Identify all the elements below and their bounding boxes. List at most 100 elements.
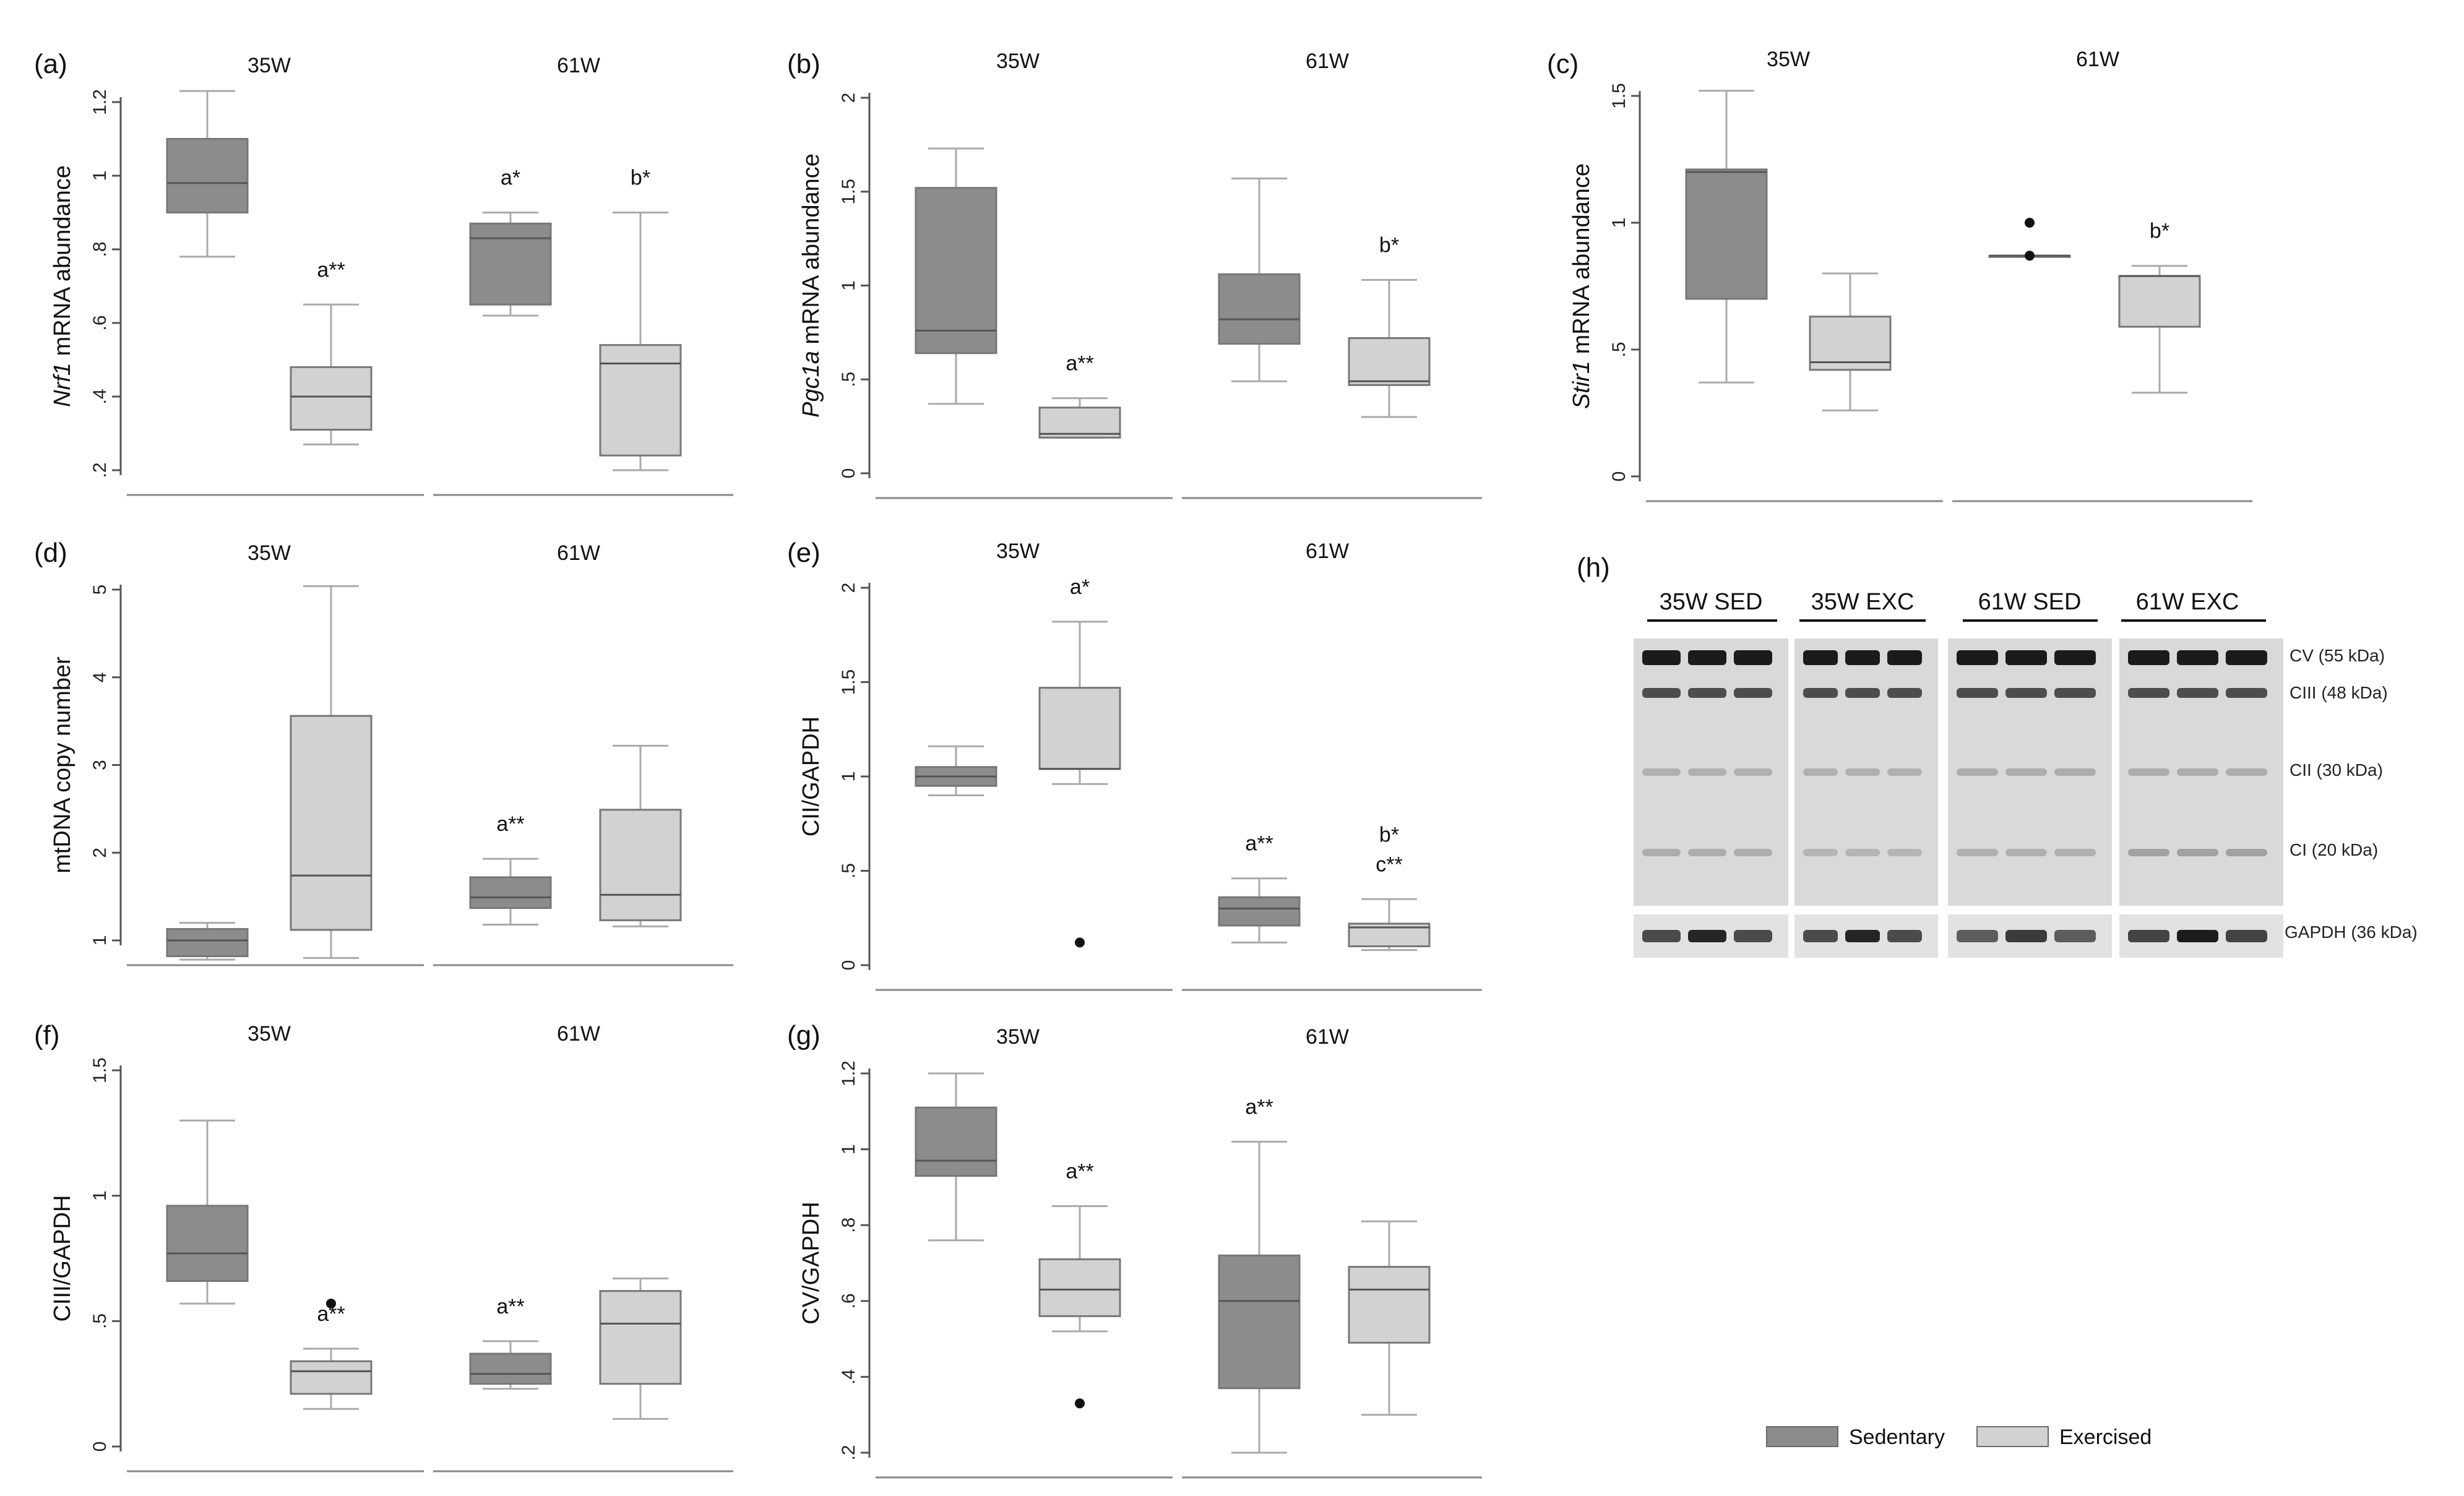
blot-band (2177, 650, 2218, 665)
box-body (1038, 687, 1121, 770)
blot-band-gapdh (2005, 930, 2047, 942)
significance-label: a** (317, 1302, 345, 1326)
blot-band (1887, 650, 1922, 665)
box: a** (469, 812, 552, 926)
y-axis-label: CV/GAPDH (798, 1202, 824, 1324)
y-tick-label: 1.2 (838, 1060, 859, 1086)
box (915, 1072, 997, 1242)
panel-label: (d) (34, 538, 67, 568)
y-tick-label: .8 (90, 241, 110, 257)
y-tick-label: 1 (90, 935, 110, 946)
y-axis-label: CIII/GAPDH (50, 1195, 75, 1322)
box-body (290, 715, 373, 931)
blot-band (1845, 768, 1880, 776)
group-title: 35W (248, 54, 291, 77)
box (599, 1277, 682, 1420)
blot-band (2005, 849, 2047, 856)
box (1685, 90, 1768, 384)
y-tick-label: 2 (838, 583, 859, 593)
blot-band (1734, 688, 1772, 698)
box-body (1218, 896, 1301, 927)
significance-label: a** (1066, 352, 1093, 376)
y-tick-label: .8 (838, 1218, 859, 1233)
box-body (915, 1106, 997, 1177)
group-title: 61W (1306, 49, 1349, 73)
blot-band (2226, 849, 2267, 856)
group-title: 35W (996, 540, 1040, 563)
box-body (1038, 406, 1121, 439)
group-title: 35W (996, 49, 1040, 73)
blot-band (1734, 849, 1772, 856)
blot-band (1688, 650, 1726, 665)
group-title: 61W (557, 541, 600, 565)
blot-band-gapdh (1734, 930, 1772, 942)
blot-panel-label: (h) (1577, 552, 1610, 583)
legend-swatch-exercised (1976, 1426, 2049, 1447)
significance-label: b* (1379, 233, 1399, 257)
blot-band-gapdh (2054, 930, 2096, 942)
box-body (290, 366, 373, 431)
western-blot-panel: (h) 35W SED 35W EXC 61W SED 61W EXC CV (… (1577, 552, 2418, 958)
boxplot-panel: (c) 0 .5 1 1.5 Stir1 mRNA abundance 35W 61W b* (1547, 48, 2252, 502)
y-tick-label: 1.5 (90, 1057, 110, 1083)
box (915, 147, 997, 405)
blot-membrane (1634, 638, 1788, 906)
box: b* (1348, 233, 1431, 418)
outlier-point (326, 1298, 336, 1309)
blot-group-label: 61W EXC (2136, 589, 2239, 615)
panel-label: (f) (34, 1020, 60, 1051)
significance-label: a** (496, 812, 524, 836)
significance-label: c** (1376, 853, 1402, 876)
box (599, 744, 682, 927)
blot-band (1845, 849, 1880, 856)
y-tick-label: .4 (90, 389, 110, 404)
blot-band (2054, 650, 2096, 665)
outlier-point (1075, 1398, 1085, 1409)
blot-membrane (1794, 638, 1938, 906)
box-body (290, 1360, 373, 1395)
blot-band (2226, 768, 2267, 776)
box: a* (469, 166, 552, 317)
significance-label: b* (2150, 220, 2169, 243)
box (166, 90, 249, 258)
box: a** (1218, 832, 1301, 944)
box-body (1218, 1254, 1301, 1390)
y-tick-label: 1.5 (1609, 83, 1629, 109)
blot-band (1642, 849, 1681, 856)
blot-band (1642, 650, 1681, 665)
blot-band-gapdh (1957, 930, 1998, 942)
significance-label: a** (317, 258, 345, 282)
blot-band (1887, 849, 1922, 856)
group-title: 61W (2076, 48, 2119, 71)
group-title: 35W (996, 1025, 1040, 1049)
blot-band (1688, 849, 1726, 856)
blot-band (1734, 650, 1772, 665)
boxplot-panel: (e) 0 .5 1 1.5 2 CII/GAPDH 35W 61W a* a** b* c** (787, 538, 1482, 991)
boxplot-panel: (f) 0 .5 1 1.5 CIII/GAPDH 35W 61W a** a** (34, 1020, 733, 1472)
blot-band (2054, 768, 2096, 776)
boxplot-panel: (d) 1 2 3 4 5 mtDNA copy number 35W 61W a** (34, 538, 733, 966)
blot-band (1688, 768, 1726, 776)
y-tick-label: 1 (90, 171, 110, 181)
band-label-ci: CI (20 kDa) (2290, 840, 2378, 859)
panel-label: (e) (787, 538, 821, 568)
y-tick-label: .2 (90, 462, 110, 478)
blot-band (1957, 650, 1998, 665)
band-label-gapdh: GAPDH (36 kDa) (2285, 922, 2418, 942)
blot-membrane (2119, 638, 2283, 906)
boxplot-panel: (b) 0 .5 1 1.5 2 Pgc1a mRNA abundance 35W 61W a**… (787, 49, 1482, 499)
y-tick-label: 1 (838, 772, 859, 782)
blot-band (2177, 849, 2218, 856)
y-axis-label: Stir1 mRNA abundance (1569, 163, 1595, 409)
y-tick-label: 0 (1609, 471, 1629, 482)
y-tick-label: 1 (1609, 218, 1629, 228)
blot-band (2128, 849, 2169, 856)
y-tick-label: 0 (838, 468, 859, 479)
y-tick-label: 1.5 (838, 179, 859, 205)
significance-label: b* (631, 166, 650, 190)
y-tick-label: 0 (90, 1442, 110, 1452)
box (166, 1119, 249, 1305)
blot-band (1845, 688, 1880, 698)
blot-band (1642, 688, 1681, 698)
blot-band (2005, 688, 2047, 698)
